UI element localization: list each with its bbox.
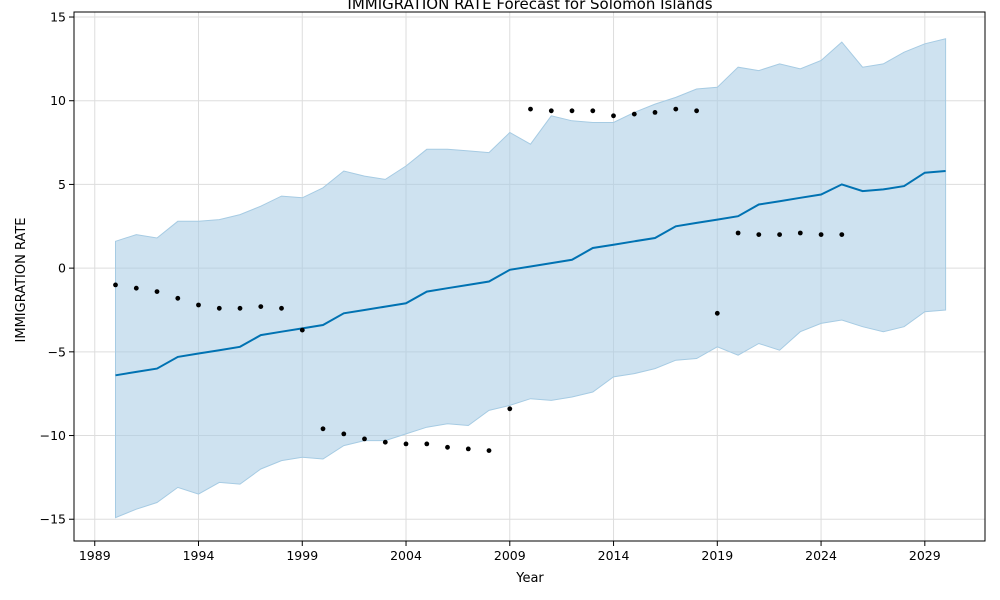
x-tick-label: 2024	[805, 548, 837, 563]
observed-point	[299, 327, 305, 333]
observed-point	[652, 110, 658, 115]
observed-point	[362, 436, 367, 442]
observed-point	[113, 282, 118, 288]
observed-point	[735, 230, 741, 236]
observed-point	[216, 305, 222, 311]
chart-title: IMMIGRATION RATE Forecast for Solomon Is…	[347, 0, 712, 13]
observed-point	[507, 406, 513, 412]
x-tick-label: 1994	[183, 548, 215, 563]
observed-point	[528, 106, 533, 112]
observed-point	[445, 444, 450, 450]
y-axis: −15 −10 −5 0 5 10 15	[40, 10, 74, 527]
observed-point	[403, 441, 409, 447]
y-tick-label: −5	[48, 344, 66, 359]
observed-point	[341, 431, 347, 437]
y-tick-label: 0	[58, 261, 66, 276]
observed-point	[797, 230, 803, 236]
x-tick-label: 2004	[390, 548, 422, 563]
confidence-band	[115, 38, 947, 519]
observed-point	[154, 289, 160, 294]
observed-point	[818, 232, 824, 238]
observed-point	[569, 108, 575, 114]
observed-point	[196, 302, 201, 308]
x-axis: 1989 1994 1999 2004 2009 2014 2019 2024 2029	[79, 541, 941, 563]
observed-point	[382, 439, 388, 445]
plot-area-frame	[73, 11, 986, 542]
observed-point	[590, 108, 596, 114]
observed-point	[756, 232, 762, 238]
observed-point	[631, 111, 637, 117]
x-tick-label: 1999	[286, 548, 318, 563]
observed-point	[320, 426, 326, 432]
x-tick-label: 2029	[909, 548, 941, 563]
observed-point	[424, 441, 430, 447]
y-tick-label: −15	[40, 512, 66, 527]
y-axis-title: IMMIGRATION RATE	[14, 218, 29, 343]
observed-points	[113, 106, 845, 453]
y-tick-label: 15	[50, 10, 66, 25]
observed-point	[486, 448, 492, 453]
forecast-line	[115, 170, 946, 377]
x-axis-title: Year	[515, 571, 544, 586]
observed-point	[611, 113, 616, 119]
observed-point	[673, 106, 679, 112]
observed-point	[777, 232, 782, 238]
y-tick-label: −10	[40, 428, 66, 443]
observed-point	[694, 108, 699, 114]
y-tick-label: 5	[58, 177, 66, 192]
observed-point	[548, 108, 554, 114]
observed-point	[175, 295, 181, 301]
x-tick-label: 2014	[598, 548, 630, 563]
observed-point	[279, 305, 284, 311]
x-tick-label: 1989	[79, 548, 111, 563]
observed-point	[465, 446, 471, 452]
x-tick-label: 2009	[494, 548, 526, 563]
observed-point	[237, 305, 243, 311]
observed-point	[714, 310, 720, 316]
y-tick-label: 10	[50, 93, 66, 108]
observed-point	[839, 232, 845, 238]
observed-point	[133, 285, 139, 291]
x-tick-label: 2019	[701, 548, 733, 563]
observed-point	[258, 304, 264, 309]
